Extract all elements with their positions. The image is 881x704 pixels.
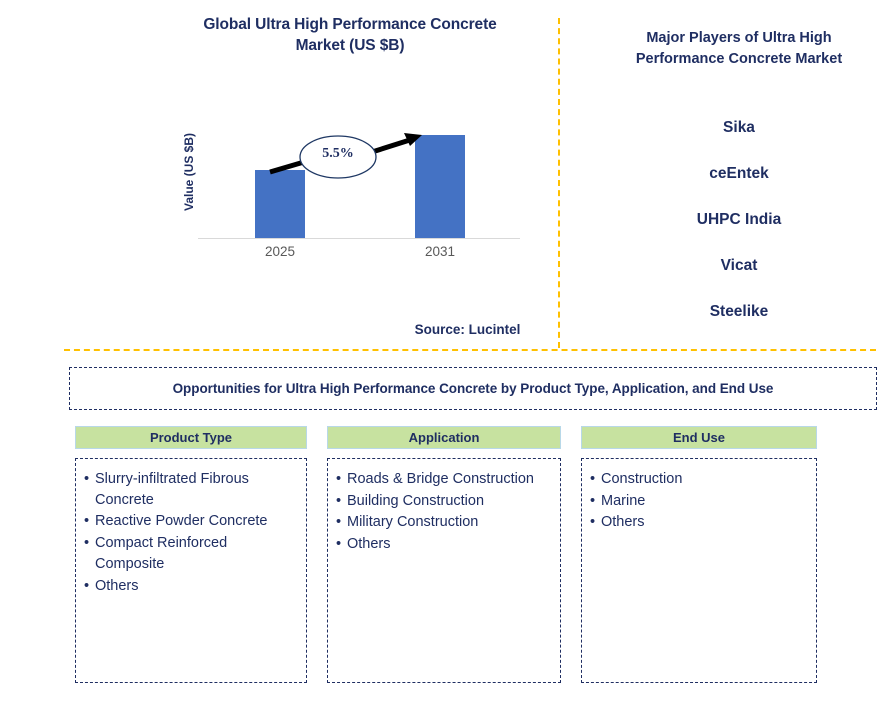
column-application: Application • Roads & Bridge Constructio… <box>327 426 561 683</box>
bullet-icon: • <box>336 536 342 553</box>
chart-axis-line <box>198 238 520 239</box>
list-item: • Marine <box>590 491 808 512</box>
list-item: • Others <box>590 512 808 533</box>
list-item-label: Reactive Powder Concrete <box>95 513 268 530</box>
list-item: • Roads & Bridge Construction <box>336 469 552 490</box>
cagr-arrow-group <box>269 133 422 179</box>
opportunities-banner: Opportunities for Ultra High Performance… <box>69 367 877 410</box>
list-item-label: Others <box>347 536 391 553</box>
cagr-value-label: 5.5% <box>322 146 354 161</box>
bullet-icon: • <box>84 471 90 487</box>
list-item: • Reactive Powder Concrete <box>84 511 298 532</box>
player-item: Sika <box>723 119 755 136</box>
list-item-label: Construction <box>601 471 683 487</box>
cagr-ellipse <box>299 135 377 179</box>
bullet-icon: • <box>84 577 90 594</box>
bar-2025 <box>255 170 305 238</box>
bullet-icon: • <box>84 513 90 530</box>
player-item: Vicat <box>720 257 758 274</box>
market-bar-chart: Value (US $B) 2025 2031 5.5% <box>170 110 530 270</box>
bullet-icon: • <box>84 535 90 552</box>
source-label: Source: Lucintel <box>414 322 521 337</box>
list-item-label: Slurry-infiltrated Fibrous Concrete <box>95 471 249 508</box>
major-players-title-line1: Major Players of Ultra High <box>646 30 832 46</box>
chart-title-line1: Global Ultra High Performance Concrete <box>203 16 497 33</box>
bullet-icon: • <box>336 492 342 509</box>
list-item-label: Marine <box>601 492 646 509</box>
list-item-label: Military Construction <box>347 514 479 531</box>
bullet-icon: • <box>590 492 596 509</box>
column-product-type: Product Type • Slurry-infiltrated Fibrou… <box>75 426 307 683</box>
column-end-use: End Use • Construction • Marine • Others <box>581 426 817 683</box>
list-item-label: Roads & Bridge Construction <box>347 471 534 487</box>
x-tick-2031: 2031 <box>424 244 456 259</box>
player-item: UHPC India <box>696 211 782 228</box>
list-item: • Compact Reinforced Composite <box>84 533 298 574</box>
column-body-product-type: • Slurry-infiltrated Fibrous Concrete • … <box>75 458 307 683</box>
column-header-end-use: End Use <box>581 426 817 449</box>
bar-2031 <box>415 135 465 238</box>
player-item: Steelike <box>709 303 769 320</box>
list-item: • Construction <box>590 469 808 490</box>
list-item: • Building Construction <box>336 491 552 512</box>
player-item: ceEntek <box>709 165 769 182</box>
list-item-label: Compact Reinforced Composite <box>95 535 228 572</box>
list-item-label: Others <box>601 514 645 531</box>
column-header-product-type: Product Type <box>75 426 307 449</box>
column-body-application: • Roads & Bridge Construction • Building… <box>327 458 561 683</box>
list-item-label: Building Construction <box>347 492 485 509</box>
list-item: • Others <box>84 576 298 597</box>
bullet-icon: • <box>336 514 342 531</box>
list-item-label: Others <box>95 577 139 594</box>
x-tick-2025: 2025 <box>264 244 296 259</box>
major-players-title: Major Players of Ultra High Performance … <box>600 28 878 69</box>
bullet-icon: • <box>590 514 596 531</box>
bullet-icon: • <box>336 471 342 487</box>
chart-title: Global Ultra High Performance Concrete M… <box>150 14 550 57</box>
list-item: • Slurry-infiltrated Fibrous Concrete <box>84 469 298 510</box>
column-body-end-use: • Construction • Marine • Others <box>581 458 817 683</box>
chart-title-line2: Market (US $B) <box>295 37 405 55</box>
list-item: • Others <box>336 534 552 555</box>
opportunities-banner-text: Opportunities for Ultra High Performance… <box>172 381 774 396</box>
vertical-divider <box>558 18 560 348</box>
bullet-icon: • <box>590 471 596 487</box>
horizontal-divider <box>64 349 876 351</box>
list-item: • Military Construction <box>336 512 552 533</box>
cagr-arrow-left-segment <box>269 159 305 175</box>
major-players-title-line2: Performance Concrete Market <box>635 50 843 67</box>
major-players-list: Sika ceEntek UHPC India Vicat Steelike <box>600 112 878 342</box>
cagr-arrow-head <box>404 133 422 146</box>
cagr-arrow-right-segment <box>371 136 414 155</box>
column-header-application: Application <box>327 426 561 449</box>
